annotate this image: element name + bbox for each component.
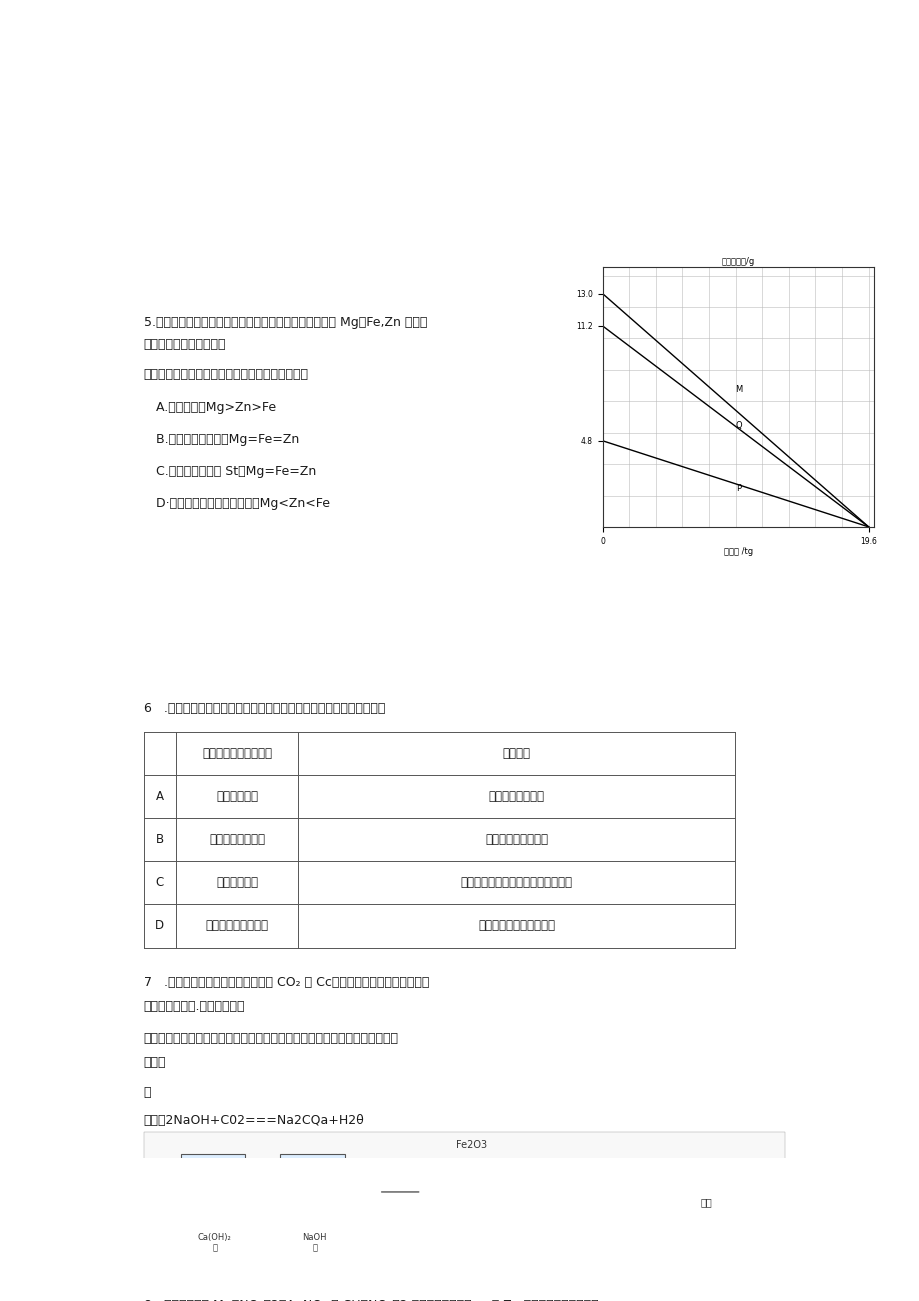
- Text: A: A: [155, 790, 164, 803]
- Text: Ca(OH)₂
甲: Ca(OH)₂ 甲: [198, 1232, 232, 1252]
- Text: C: C: [155, 877, 164, 890]
- Text: 硫酸锌溶液（硫酸）: 硫酸锌溶液（硫酸）: [205, 920, 268, 933]
- Text: B: B: [155, 834, 164, 847]
- Text: 系如图所示。读图并判断，下面推论合理的是（）: 系如图所示。读图并判断，下面推论合理的是（）: [143, 368, 308, 381]
- FancyBboxPatch shape: [180, 1154, 245, 1275]
- Text: 应后的气体产物.实验室现有如: 应后的气体产物.实验室现有如: [143, 999, 244, 1012]
- Text: 在氧气流中充分灼烧: 在氧气流中充分灼烧: [484, 834, 548, 847]
- Text: B.反应后溶液质粒：Mg=Fe=Zn: B.反应后溶液质粒：Mg=Fe=Zn: [143, 433, 299, 446]
- Text: Q: Q: [734, 422, 741, 431]
- FancyBboxPatch shape: [280, 1154, 345, 1275]
- Text: 属，其发生反应的质量关: 属，其发生反应的质量关: [143, 338, 226, 351]
- Text: C.反应生成氢气质 St：Mg=Fe=Zn: C.反应生成氢气质 St：Mg=Fe=Zn: [143, 464, 315, 477]
- Title: 金属的质量/g: 金属的质量/g: [720, 256, 754, 265]
- Text: 6   .除去下列物质中的少量杂质，实验方案不能达到除杂目的的是（）: 6 .除去下列物质中的少量杂质，实验方案不能达到除杂目的的是（）: [143, 703, 384, 716]
- Text: 通过足量灼热铜网: 通过足量灼热铜网: [488, 790, 544, 803]
- Text: NaOH
丙: NaOH 丙: [302, 1232, 326, 1252]
- Text: D: D: [155, 920, 165, 933]
- FancyBboxPatch shape: [419, 1159, 559, 1220]
- Text: 7   .某化学小组的同学利用混有少量 CO₂ 的 Cc）气体还原氧化铁，并验证反: 7 .某化学小组的同学利用混有少量 CO₂ 的 Cc）气体还原氧化铁，并验证反: [143, 976, 428, 989]
- Text: M: M: [734, 385, 741, 394]
- Text: 图所示实验装置（可重复使用），按气体从左到右的方向，装置连接顺序正确: 图所示实验装置（可重复使用），按气体从左到右的方向，装置连接顺序正确: [143, 1032, 398, 1045]
- Text: D·反应后溶液中溶质的质发：Mg<Zn<Fe: D·反应后溶液中溶质的质发：Mg<Zn<Fe: [143, 497, 329, 510]
- Text: Fe2O3: Fe2O3: [456, 1140, 486, 1150]
- Text: 加入足量铁粉粉末，过滤: 加入足量铁粉粉末，过滤: [477, 920, 554, 933]
- Text: 物质（括号内为杂质）: 物质（括号内为杂质）: [201, 747, 272, 760]
- Text: 加入足量稀盐酸，过浓，洗涤，干燥: 加入足量稀盐酸，过浓，洗涤，干燥: [460, 877, 572, 890]
- Text: 实验方案: 实验方案: [502, 747, 530, 760]
- Text: 的是（: 的是（: [143, 1055, 165, 1068]
- Text: 铜粉（铁粉）: 铜粉（铁粉）: [216, 877, 257, 890]
- Text: ）: ）: [143, 1086, 151, 1099]
- Text: 气量: 气量: [700, 1197, 712, 1207]
- Text: A.反应速率：Mg>Zn>Fe: A.反应速率：Mg>Zn>Fe: [143, 401, 276, 414]
- Text: 5.在相同质量、相同质量分数的稀硫酸中分别加入足量的 Mg、Fe,Zn 三种金: 5.在相同质量、相同质量分数的稀硫酸中分别加入足量的 Mg、Fe,Zn 三种金: [143, 316, 426, 329]
- Text: 提示：2NaOH+C02===Na2CQa+H2θ: 提示：2NaOH+C02===Na2CQa+H2θ: [143, 1114, 364, 1127]
- Text: P: P: [735, 484, 740, 493]
- Text: 氮气（氧气）: 氮气（氧气）: [216, 790, 257, 803]
- Text: 氧化铜（木炭粉）: 氧化铜（木炭粉）: [209, 834, 265, 847]
- X-axis label: 硫的店 /tg: 硫的店 /tg: [723, 546, 752, 556]
- Text: 8  .向一定质量的 Mg（NO₃）2、AgNO₃ 和 CU（NO₃）2 的混合溶液中加入 m 克 Zn,充分反应后过滤，将沉: 8 .向一定质量的 Mg（NO₃）2、AgNO₃ 和 CU（NO₃）2 的混合溶…: [143, 1300, 597, 1301]
- FancyBboxPatch shape: [143, 1132, 785, 1287]
